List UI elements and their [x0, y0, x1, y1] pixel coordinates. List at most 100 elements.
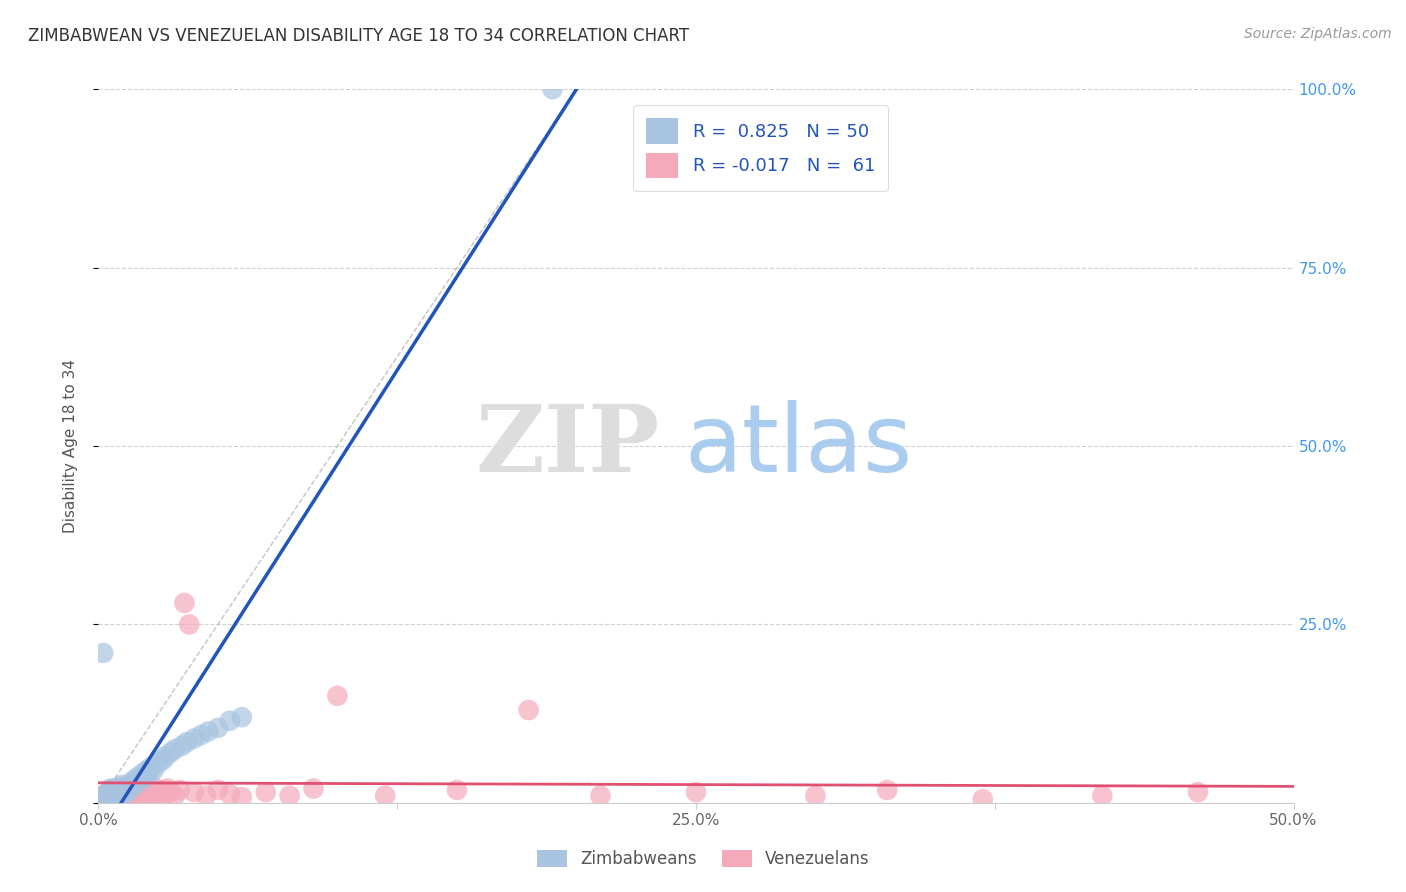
Text: ZIP: ZIP — [475, 401, 661, 491]
Point — [101, 790, 124, 805]
Point — [107, 790, 129, 805]
Point — [98, 781, 122, 796]
Point — [190, 728, 212, 742]
Point — [159, 746, 181, 760]
Point — [685, 785, 707, 799]
Point — [111, 781, 134, 796]
Point — [197, 724, 219, 739]
Point — [804, 789, 827, 803]
Text: atlas: atlas — [685, 400, 912, 492]
Point — [101, 785, 124, 799]
Point — [101, 790, 124, 805]
Point — [138, 787, 160, 801]
Point — [972, 792, 994, 806]
Point — [138, 767, 160, 781]
Point — [173, 596, 195, 610]
Point — [135, 764, 157, 778]
Point — [132, 790, 155, 805]
Point — [142, 764, 165, 778]
Point — [97, 785, 120, 799]
Point — [163, 742, 186, 756]
Point — [107, 783, 129, 797]
Point — [111, 789, 134, 803]
Point — [118, 778, 141, 792]
Point — [589, 789, 612, 803]
Point — [108, 792, 131, 806]
Point — [111, 778, 134, 792]
Point — [131, 767, 153, 781]
Point — [107, 783, 129, 797]
Point — [124, 790, 146, 805]
Y-axis label: Disability Age 18 to 34: Disability Age 18 to 34 — [63, 359, 77, 533]
Point — [98, 792, 122, 806]
Point — [125, 771, 148, 785]
Point — [169, 783, 191, 797]
Point — [135, 783, 157, 797]
Point — [98, 783, 122, 797]
Point — [326, 689, 349, 703]
Point — [108, 787, 131, 801]
Point — [1091, 789, 1114, 803]
Point — [148, 756, 170, 771]
Point — [183, 731, 205, 746]
Point — [121, 787, 143, 801]
Point — [541, 82, 564, 96]
Point — [115, 785, 138, 799]
Point — [94, 787, 117, 801]
Text: ZIMBABWEAN VS VENEZUELAN DISABILITY AGE 18 TO 34 CORRELATION CHART: ZIMBABWEAN VS VENEZUELAN DISABILITY AGE … — [28, 27, 689, 45]
Point — [278, 789, 301, 803]
Point — [94, 790, 117, 805]
Point — [219, 787, 242, 801]
Point — [172, 739, 194, 753]
Point — [91, 790, 114, 805]
Point — [131, 781, 153, 796]
Point — [1187, 785, 1209, 799]
Point — [876, 783, 898, 797]
Point — [104, 781, 127, 796]
Point — [231, 790, 253, 805]
Point — [121, 774, 143, 789]
Point — [125, 785, 148, 799]
Point — [374, 789, 396, 803]
Point — [149, 790, 172, 805]
Point — [94, 792, 117, 806]
Point — [114, 781, 136, 796]
Point — [163, 789, 186, 803]
Point — [118, 783, 141, 797]
Point — [90, 792, 112, 806]
Point — [91, 646, 114, 660]
Point — [159, 785, 181, 799]
Point — [145, 781, 167, 796]
Point — [94, 787, 117, 801]
Legend: Zimbabweans, Venezuelans: Zimbabweans, Venezuelans — [530, 843, 876, 875]
Point — [115, 789, 138, 803]
Point — [114, 785, 136, 799]
Point — [104, 789, 127, 803]
Point — [219, 714, 242, 728]
Point — [194, 789, 218, 803]
Point — [107, 790, 129, 805]
Point — [118, 783, 141, 797]
Text: Source: ZipAtlas.com: Source: ZipAtlas.com — [1244, 27, 1392, 41]
Point — [155, 787, 177, 801]
Point — [94, 792, 117, 806]
Point — [254, 785, 277, 799]
Point — [98, 789, 122, 803]
Point — [97, 792, 120, 806]
Point — [155, 749, 177, 764]
Point — [517, 703, 540, 717]
Point — [176, 735, 198, 749]
Point — [132, 771, 155, 785]
Point — [104, 789, 127, 803]
Point — [152, 783, 174, 797]
Point — [183, 785, 205, 799]
Point — [97, 790, 120, 805]
Point — [91, 792, 114, 806]
Point — [148, 785, 170, 799]
Point — [97, 785, 120, 799]
Legend: R =  0.825   N = 50, R = -0.017   N =  61: R = 0.825 N = 50, R = -0.017 N = 61 — [633, 105, 889, 191]
Point — [128, 774, 150, 789]
Point — [142, 789, 165, 803]
Point — [139, 760, 162, 774]
Point — [104, 781, 127, 796]
